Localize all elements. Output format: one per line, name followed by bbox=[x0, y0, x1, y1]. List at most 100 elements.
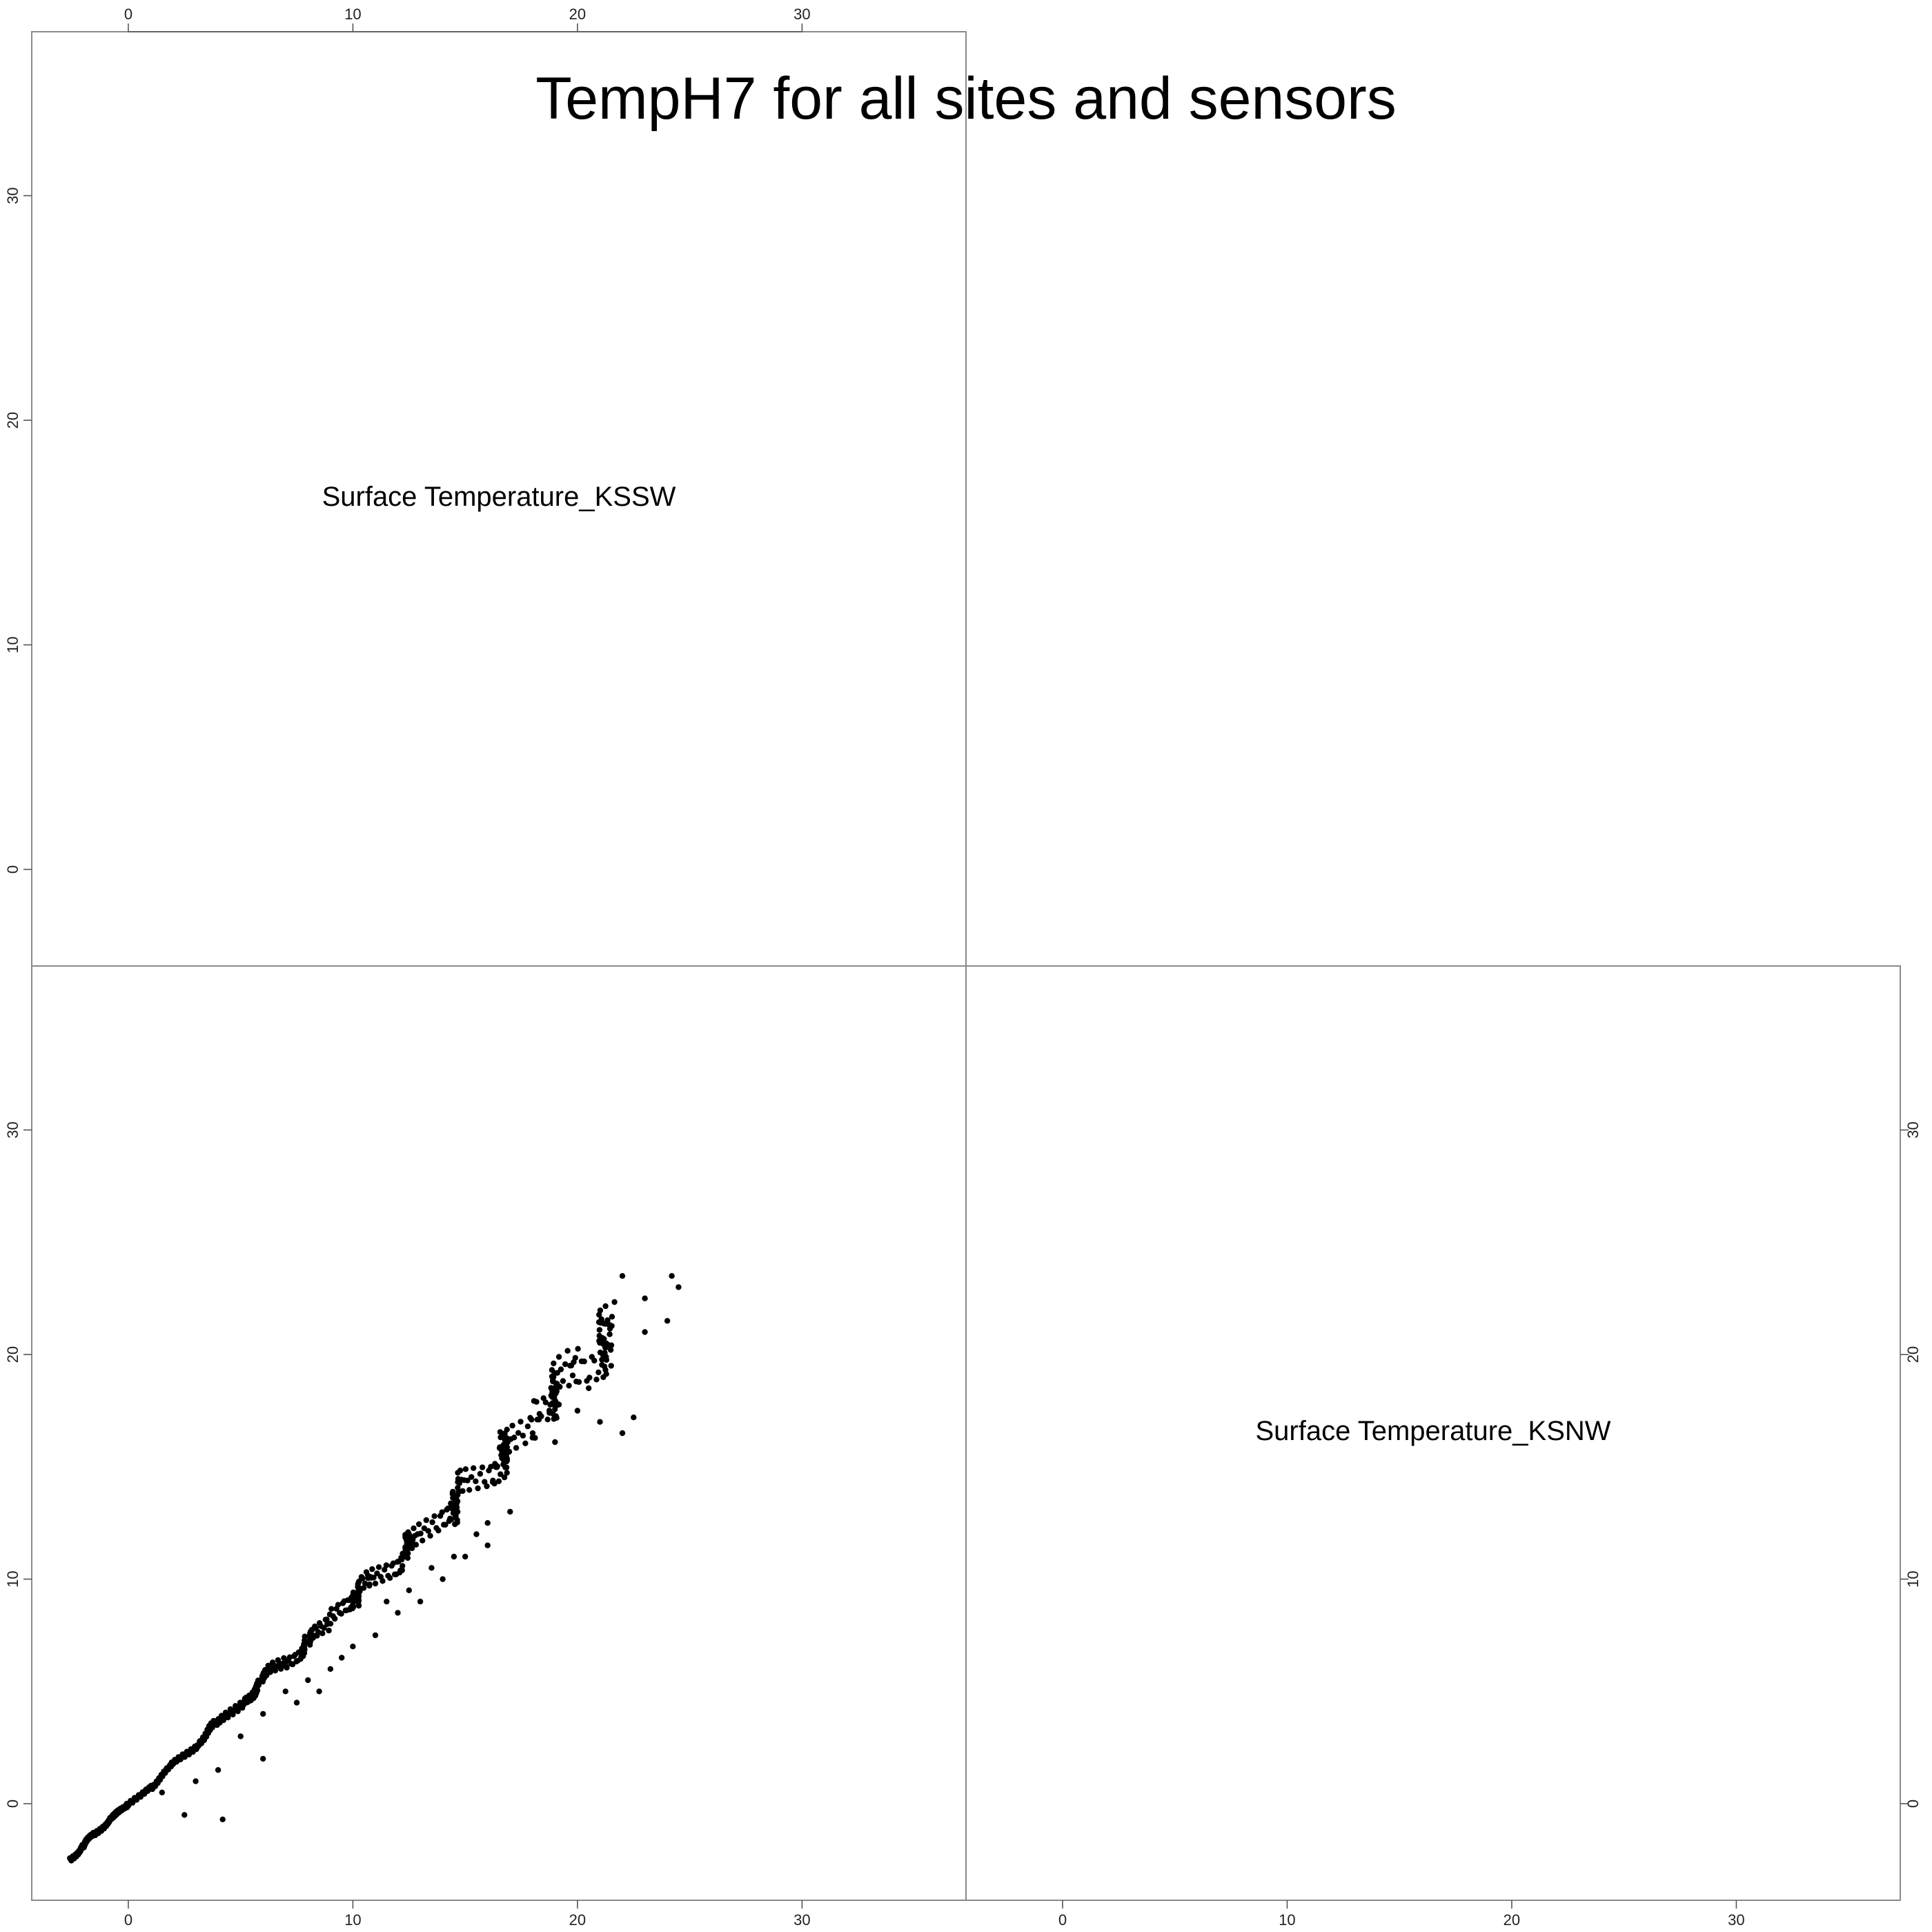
scatter-point bbox=[484, 1520, 491, 1526]
scatter-point bbox=[260, 1711, 266, 1717]
scatter-point bbox=[230, 1711, 236, 1717]
scatter-point bbox=[395, 1610, 401, 1616]
scatter-point bbox=[520, 1432, 526, 1439]
scatter-point bbox=[497, 1471, 504, 1477]
scatter-point bbox=[423, 1517, 429, 1524]
scatter-point bbox=[400, 1563, 406, 1569]
scatter-point bbox=[601, 1321, 607, 1327]
scatter-point bbox=[442, 1521, 448, 1528]
scatter-point bbox=[642, 1329, 648, 1335]
scatter-point bbox=[429, 1519, 435, 1526]
scatter-point bbox=[550, 1378, 556, 1385]
scatter-point bbox=[316, 1688, 322, 1695]
tick-label-right-row1: 30 bbox=[1904, 1121, 1922, 1138]
tick-label-top-col0: 30 bbox=[793, 6, 810, 23]
scatter-point bbox=[371, 1575, 377, 1581]
tick-label-right-row1: 0 bbox=[1904, 1800, 1922, 1808]
scatter-point bbox=[560, 1378, 566, 1384]
scatter-point bbox=[599, 1334, 606, 1341]
scatter-point bbox=[571, 1359, 577, 1366]
scatter-point bbox=[302, 1633, 308, 1639]
scatter-point bbox=[400, 1555, 406, 1561]
scatter-point bbox=[450, 1488, 456, 1495]
scatter-point bbox=[420, 1537, 426, 1544]
scatter-point bbox=[355, 1595, 361, 1601]
tick-label-bottom-col1: 30 bbox=[1728, 1911, 1744, 1929]
scatter-point bbox=[529, 1435, 535, 1441]
scatter-point bbox=[428, 1565, 435, 1571]
scatter-point bbox=[479, 1464, 486, 1470]
scatter-point bbox=[451, 1501, 457, 1507]
scatter-point bbox=[439, 1509, 445, 1515]
scatter-point bbox=[469, 1474, 475, 1480]
scatter-point bbox=[321, 1625, 327, 1631]
scatter-point bbox=[440, 1576, 446, 1582]
scatter-point bbox=[383, 1562, 390, 1568]
scatter-point bbox=[339, 1655, 345, 1661]
axes-layer: 0 10 20 30 0 10 20 30 0 10 20 30 0 10 20 30 0 10 20 30 0 10 20… bbox=[4, 6, 1922, 1929]
scatter-point bbox=[471, 1465, 477, 1471]
scatter-point bbox=[503, 1464, 510, 1470]
scatter-point bbox=[515, 1430, 522, 1436]
scatter-point bbox=[284, 1664, 290, 1671]
scatter-point bbox=[595, 1369, 602, 1376]
scatter-point bbox=[362, 1580, 368, 1586]
scatter-point bbox=[399, 1567, 405, 1573]
scatter-point bbox=[619, 1273, 626, 1279]
scatter-point bbox=[386, 1575, 393, 1581]
scatter-point bbox=[350, 1589, 357, 1595]
scatter-point bbox=[631, 1414, 637, 1421]
scatter-point bbox=[501, 1474, 508, 1481]
scatter-point bbox=[255, 1682, 262, 1688]
scatter-point bbox=[457, 1467, 464, 1474]
tick-label-left-row1: 10 bbox=[4, 1570, 21, 1587]
scatter-point bbox=[602, 1303, 609, 1310]
scatter-point bbox=[676, 1284, 682, 1290]
scatter-point bbox=[507, 1508, 513, 1515]
scatter-point bbox=[319, 1630, 326, 1637]
scatter-point bbox=[529, 1430, 536, 1437]
scatter-point bbox=[538, 1413, 544, 1419]
scatter-point bbox=[462, 1553, 469, 1560]
scatter-point bbox=[215, 1767, 221, 1773]
scatter-point bbox=[494, 1464, 500, 1470]
tick-label-left-row1: 0 bbox=[4, 1800, 21, 1808]
scatter-point bbox=[611, 1299, 618, 1305]
tick-label-left-row0: 0 bbox=[4, 865, 21, 874]
scatter-point bbox=[466, 1487, 473, 1493]
scatter-point bbox=[599, 1361, 605, 1368]
scatter-point bbox=[575, 1346, 581, 1352]
scatter-point bbox=[413, 1541, 420, 1548]
scatter-point bbox=[597, 1419, 603, 1425]
scatter-point bbox=[235, 1708, 241, 1715]
scatter-point bbox=[427, 1532, 433, 1539]
scatter-point bbox=[219, 1816, 226, 1822]
scatter-point bbox=[369, 1566, 375, 1573]
scatter-point bbox=[450, 1510, 457, 1517]
scatter-point bbox=[591, 1357, 598, 1364]
scatter-point bbox=[608, 1363, 614, 1369]
scatter-point bbox=[497, 1434, 504, 1441]
scatter-point bbox=[555, 1354, 562, 1360]
scatter-point bbox=[305, 1677, 311, 1684]
panel-frame-bottom-right bbox=[965, 965, 1901, 1901]
scatter-point bbox=[564, 1348, 571, 1354]
scatter-point bbox=[328, 1606, 335, 1612]
scatter-point bbox=[359, 1575, 366, 1581]
scatter-point bbox=[460, 1488, 466, 1495]
scatter-point bbox=[518, 1419, 524, 1425]
scatter-point bbox=[586, 1374, 593, 1381]
scatter-point bbox=[406, 1587, 412, 1593]
scatter-point bbox=[473, 1478, 479, 1484]
scatter-point bbox=[425, 1528, 431, 1534]
tick-label-top-col0: 20 bbox=[569, 6, 586, 23]
scatter-point bbox=[547, 1401, 553, 1408]
scatter-point bbox=[335, 1601, 342, 1608]
tick-label-bottom-col0: 30 bbox=[793, 1911, 810, 1929]
scatter-point bbox=[511, 1435, 518, 1441]
scatter-point bbox=[281, 1655, 287, 1662]
scatter-point bbox=[549, 1394, 555, 1401]
tick-label-left-row0: 10 bbox=[4, 636, 21, 653]
points-layer bbox=[67, 1273, 682, 1864]
